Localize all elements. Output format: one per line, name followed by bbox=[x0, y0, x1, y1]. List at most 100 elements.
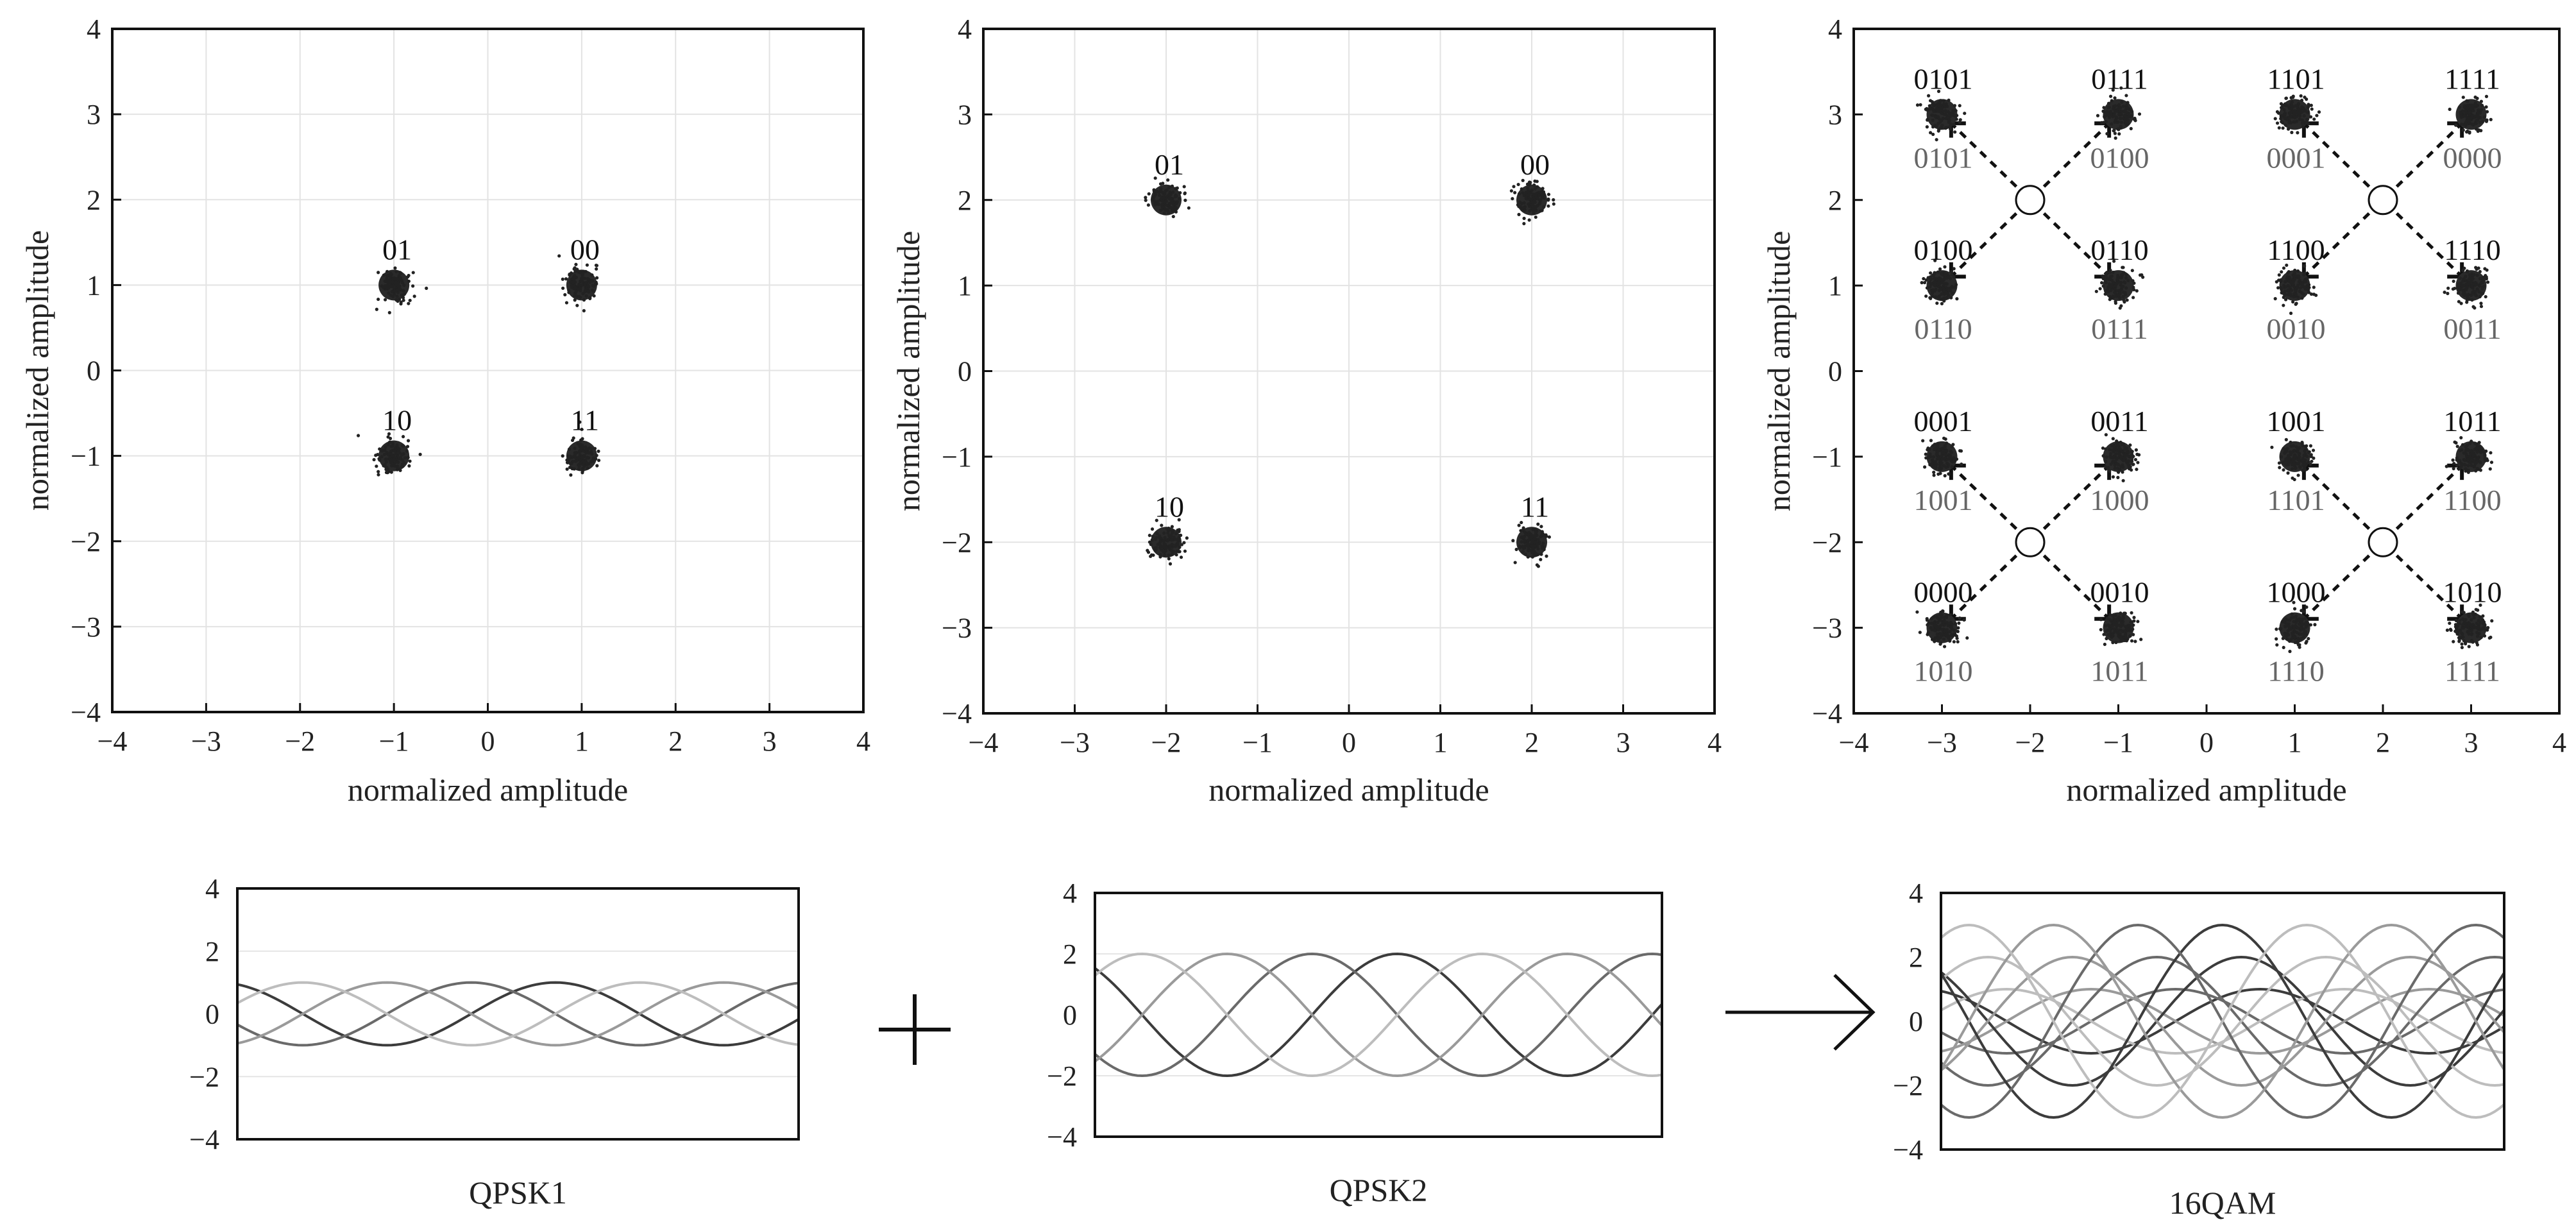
y-tick-label: −4 bbox=[71, 697, 101, 728]
sample-point bbox=[2123, 629, 2127, 632]
sample-point bbox=[1950, 633, 1954, 638]
symbol-label: 0011 bbox=[2090, 405, 2148, 437]
sample-point bbox=[2457, 638, 2461, 642]
sample-point bbox=[1163, 536, 1167, 539]
sample-point bbox=[2292, 454, 2296, 458]
sample-point bbox=[1517, 523, 1521, 527]
y-tick-label: 2 bbox=[1828, 185, 1842, 216]
sample-point bbox=[2303, 449, 2307, 453]
sample-point bbox=[2471, 277, 2475, 281]
sample-point bbox=[2459, 287, 2463, 291]
sample-point bbox=[597, 459, 601, 463]
sample-point bbox=[2096, 114, 2100, 117]
sample-point bbox=[1926, 118, 1929, 122]
sample-point bbox=[2470, 284, 2474, 288]
sample-point bbox=[1926, 632, 1929, 636]
sample-point bbox=[1945, 105, 1949, 108]
sample-point bbox=[1956, 640, 1960, 644]
sample-point bbox=[2448, 107, 2452, 111]
sample-point bbox=[578, 458, 582, 462]
sample-point bbox=[1171, 550, 1175, 554]
mapped-symbol-label: 0011 bbox=[2443, 312, 2501, 345]
sample-point bbox=[2455, 456, 2459, 460]
sample-point bbox=[2461, 279, 2464, 284]
sample-point bbox=[1933, 271, 1936, 275]
sample-point bbox=[2484, 449, 2488, 453]
sample-point bbox=[2100, 281, 2104, 285]
sample-point bbox=[1522, 201, 1526, 205]
sample-point bbox=[2296, 626, 2300, 630]
plot-frame bbox=[236, 887, 800, 1141]
sample-point bbox=[1952, 457, 1956, 461]
sample-point bbox=[2471, 290, 2475, 294]
mapping-arrow bbox=[2395, 113, 2473, 188]
sample-point bbox=[2294, 104, 2298, 108]
sample-point bbox=[2108, 271, 2112, 275]
x-tick-label: −3 bbox=[1060, 727, 1090, 758]
center-circle bbox=[2368, 185, 2398, 216]
sample-point bbox=[1946, 624, 1950, 627]
sample-point bbox=[2475, 450, 2479, 454]
sample-point bbox=[1929, 296, 1933, 300]
sample-point bbox=[2464, 275, 2468, 278]
sample-point bbox=[1154, 548, 1158, 552]
sample-point bbox=[1954, 109, 1958, 113]
sample-point bbox=[1144, 198, 1148, 202]
sample-point bbox=[1951, 460, 1954, 464]
sample-point bbox=[2104, 120, 2108, 124]
sample-point bbox=[2299, 625, 2303, 629]
sample-point bbox=[568, 466, 572, 470]
sample-point bbox=[2121, 266, 2125, 269]
sample-point bbox=[1164, 543, 1167, 547]
sample-point bbox=[1530, 188, 1534, 192]
sample-point bbox=[2110, 635, 2114, 639]
sample-point bbox=[1937, 289, 1941, 293]
sample-point bbox=[1951, 443, 1955, 446]
sample-point bbox=[1511, 197, 1514, 201]
sample-point bbox=[1517, 212, 1521, 216]
sample-point bbox=[399, 271, 403, 275]
sample-point bbox=[2300, 620, 2303, 624]
sample-point bbox=[395, 464, 400, 468]
sample-point bbox=[2459, 113, 2463, 117]
sample-point bbox=[1552, 198, 1555, 202]
sample-point bbox=[2474, 607, 2478, 611]
sample-point bbox=[1521, 528, 1525, 532]
sample-point bbox=[1938, 464, 1942, 468]
sample-point bbox=[577, 294, 581, 298]
sample-point bbox=[2126, 463, 2130, 466]
sample-point bbox=[1932, 628, 1936, 632]
sample-point bbox=[1943, 265, 1947, 269]
y-tick-label: 4 bbox=[1909, 878, 1923, 909]
sample-point bbox=[418, 452, 422, 456]
sample-point bbox=[2118, 276, 2123, 280]
sample-point bbox=[2109, 452, 2113, 455]
sample-point bbox=[2304, 630, 2308, 634]
sample-point bbox=[2302, 114, 2306, 118]
sample-point bbox=[1174, 194, 1178, 198]
sample-point bbox=[2310, 459, 2314, 463]
sample-point bbox=[1162, 539, 1165, 543]
sample-point bbox=[2292, 635, 2296, 639]
sample-point bbox=[2484, 105, 2488, 109]
waveform-curve bbox=[1094, 952, 1663, 1078]
sample-point bbox=[573, 455, 577, 459]
sample-point bbox=[1547, 535, 1551, 539]
sample-point bbox=[1532, 211, 1536, 215]
sample-point bbox=[2289, 616, 2293, 620]
sample-point bbox=[2315, 114, 2319, 117]
y-tick-label: 4 bbox=[1063, 878, 1077, 909]
sample-point bbox=[374, 454, 378, 457]
sample-point bbox=[2130, 639, 2134, 643]
sample-point bbox=[2473, 281, 2477, 285]
sample-point bbox=[1164, 189, 1168, 193]
sample-point bbox=[2120, 443, 2124, 446]
symbol-label: 0110 bbox=[2090, 233, 2148, 266]
sample-point bbox=[2124, 276, 2128, 280]
sample-point bbox=[2301, 635, 2306, 639]
sample-point bbox=[582, 298, 586, 302]
symbol-label: 1010 bbox=[2443, 576, 2502, 609]
sample-point bbox=[2104, 280, 2108, 284]
sample-point bbox=[1919, 103, 1922, 106]
sample-point bbox=[1541, 187, 1545, 191]
